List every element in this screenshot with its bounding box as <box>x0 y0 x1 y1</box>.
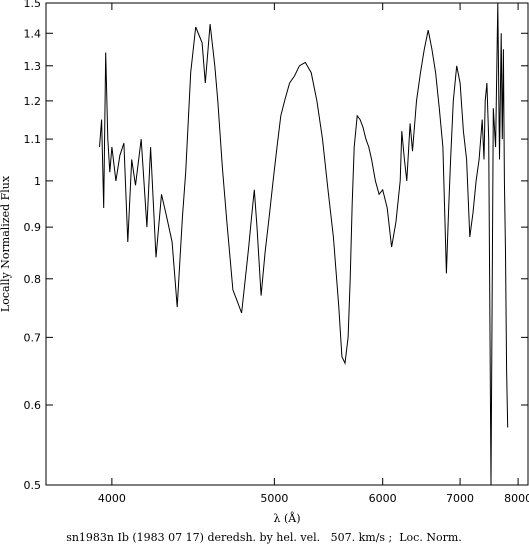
y-tick-label: 0.9 <box>24 221 42 234</box>
y-tick-label: 0.7 <box>24 331 42 344</box>
y-tick-label: 1.1 <box>24 133 42 146</box>
x-axis-label: λ (Å) <box>274 511 301 525</box>
x-tick-label: 6000 <box>369 492 397 505</box>
y-tick-label: 1.5 <box>24 0 42 10</box>
y-tick-label: 1.3 <box>24 60 42 73</box>
x-tick-label: 5000 <box>260 492 288 505</box>
y-tick-label: 0.8 <box>24 273 42 286</box>
y-axis: 0.5 0.6 0.7 0.8 0.9 1 1.1 1.2 1.3 1.4 1.5 <box>24 0 528 492</box>
plot-frame <box>45 2 529 486</box>
y-tick-label: 0.5 <box>24 479 42 492</box>
x-tick-label: 4000 <box>98 492 126 505</box>
y-tick-label: 1.2 <box>24 95 42 108</box>
y-tick-label: 0.6 <box>24 399 42 412</box>
x-tick-label: 8000 <box>504 492 529 505</box>
y-axis-label: Locally Normalized Flux <box>0 175 12 312</box>
y-tick-label: 1 <box>34 175 41 188</box>
plot-area <box>99 2 509 486</box>
chart-caption: sn1983n Ib (1983 07 17) deredsh. by hel.… <box>66 531 462 544</box>
x-axis: 4000 5000 6000 7000 8000 <box>98 3 529 505</box>
y-tick-label: 1.4 <box>24 27 42 40</box>
x-tick-label: 7000 <box>446 492 474 505</box>
spectrum-line <box>99 2 509 486</box>
